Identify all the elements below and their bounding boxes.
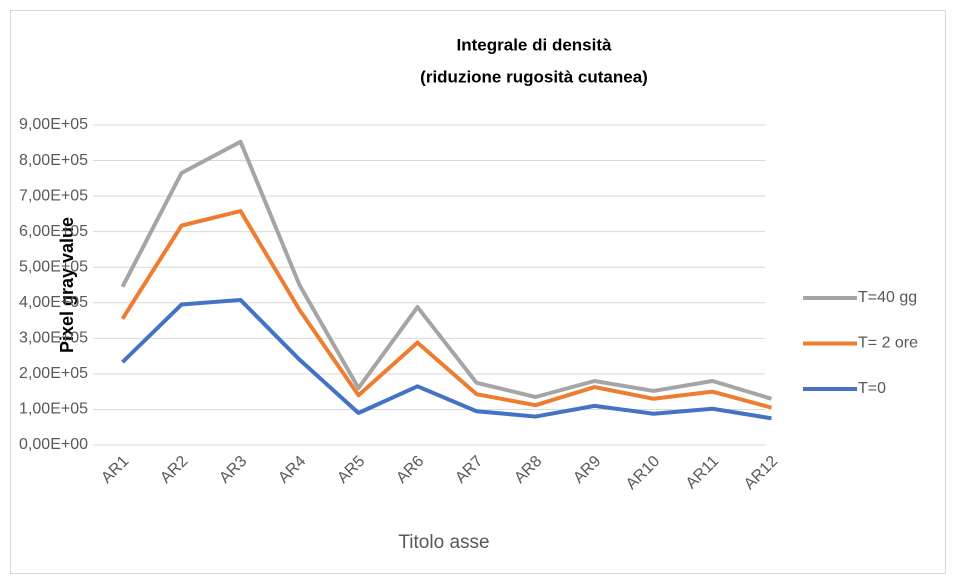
- y-axis-label: Pixel gray value: [57, 217, 77, 353]
- y-tick-label: 1,00E+05: [19, 401, 88, 418]
- series-line: [120, 139, 773, 401]
- legend-label: T=40 gg: [858, 289, 917, 306]
- chart-border: [10, 10, 946, 574]
- chart-title: Integrale di densità: [457, 35, 612, 54]
- y-tick-label: 7,00E+05: [19, 187, 88, 204]
- y-tick-label: 9,00E+05: [19, 116, 88, 133]
- series-line: [120, 209, 773, 410]
- y-tick-label: 5,00E+05: [19, 258, 88, 275]
- legend-label: T=0: [858, 380, 886, 397]
- y-tick-label: 2,00E+05: [19, 365, 88, 382]
- y-tick-label: 8,00E+05: [19, 152, 88, 169]
- chart-title: (riduzione rugosità cutanea): [420, 67, 648, 86]
- y-tick-label: 4,00E+05: [19, 294, 88, 311]
- y-tick-label: 3,00E+05: [19, 330, 88, 347]
- y-tick-label: 0,00E+00: [19, 436, 88, 453]
- y-tick-label: 6,00E+05: [19, 223, 88, 240]
- legend-label: T= 2 ore: [858, 335, 918, 352]
- series-line: [121, 297, 772, 421]
- x-axis-label: Titolo asse: [398, 532, 489, 553]
